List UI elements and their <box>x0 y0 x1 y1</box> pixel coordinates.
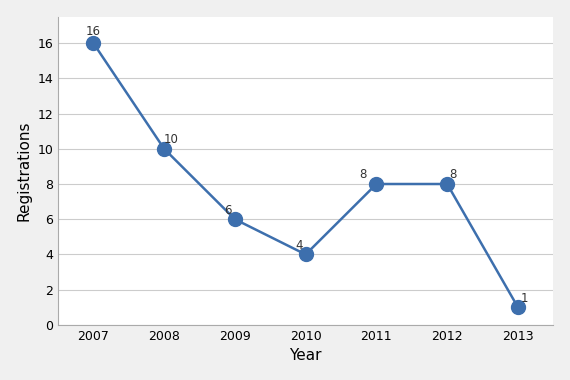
X-axis label: Year: Year <box>290 348 322 363</box>
Text: 1: 1 <box>521 292 528 305</box>
Text: 4: 4 <box>295 239 303 252</box>
Text: 10: 10 <box>164 133 178 146</box>
Text: 8: 8 <box>449 168 457 181</box>
Text: 16: 16 <box>86 25 101 38</box>
Text: 8: 8 <box>359 168 366 181</box>
Text: 6: 6 <box>224 204 231 217</box>
Y-axis label: Registrations: Registrations <box>17 120 32 221</box>
